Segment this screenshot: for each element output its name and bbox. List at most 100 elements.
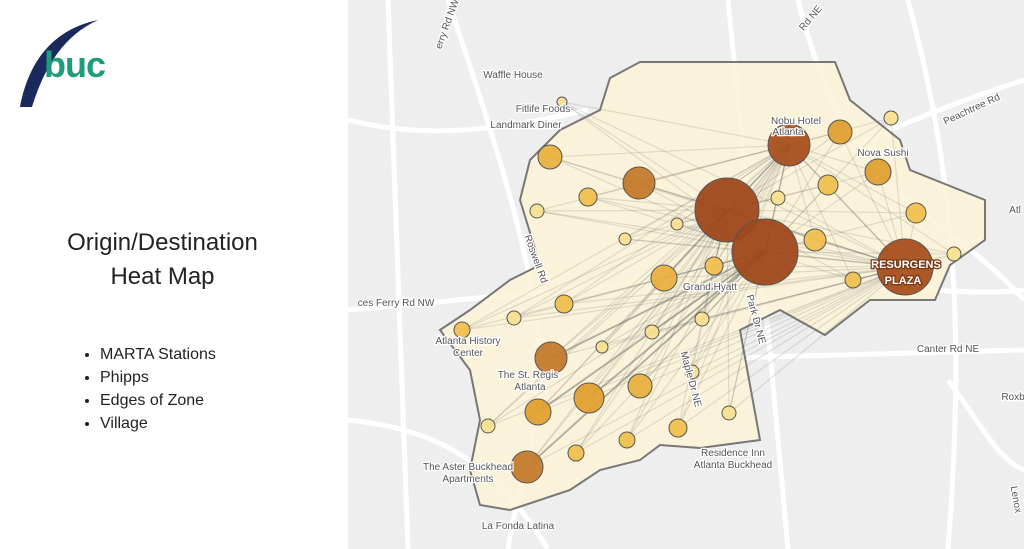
flow-line <box>788 144 854 281</box>
flow-line <box>587 144 790 198</box>
od-bubble <box>618 431 636 449</box>
flow-line <box>487 251 766 427</box>
flow-line <box>575 266 906 454</box>
od-bubble <box>770 190 786 206</box>
flow-line <box>691 266 906 373</box>
flow-line <box>550 209 728 359</box>
map-label: RESURGENS <box>871 259 941 271</box>
bullet: Village <box>100 412 216 435</box>
map-label: Nobu Hotel <box>771 116 821 127</box>
map-label: Residence Inn <box>701 448 765 459</box>
flow-line <box>561 101 728 211</box>
logo: buc <box>44 44 106 85</box>
flow-line <box>513 266 906 319</box>
od-bubble <box>946 246 962 262</box>
map-label: Landmark Diner <box>490 120 562 131</box>
od-bubble <box>883 110 899 126</box>
od-bubble <box>704 256 724 276</box>
od-bubble <box>864 158 892 186</box>
flow-line <box>550 251 766 359</box>
flow-line <box>701 266 906 320</box>
flow-line <box>461 209 728 331</box>
flow-line <box>526 251 766 468</box>
flow-line <box>626 209 728 441</box>
map-label: Canter Rd NE <box>917 344 980 355</box>
od-bubble <box>554 294 574 314</box>
flow-line <box>588 144 790 399</box>
flow-line <box>526 209 728 468</box>
od-bubble <box>537 144 563 170</box>
flow-line <box>626 266 906 441</box>
map-label: Center <box>453 348 484 359</box>
od-bubble <box>844 271 862 289</box>
map: Waffle House Fitlife Foods Landmark Diner N… <box>348 0 1024 549</box>
bullet: MARTA Stations <box>100 343 216 366</box>
flow-line <box>651 266 906 333</box>
flow-line <box>526 251 766 468</box>
od-bubble <box>694 311 710 327</box>
flow-line <box>638 144 790 184</box>
od-bubble <box>595 340 609 354</box>
flow-line <box>537 209 728 413</box>
od-bubble <box>529 203 545 219</box>
od-bubble <box>524 398 552 426</box>
map-label: Apartments <box>442 474 493 485</box>
flow-line <box>549 144 790 158</box>
title: Origin/Destination Heat Map <box>0 226 325 294</box>
flow-line <box>513 144 790 319</box>
map-label: ces Ferry Rd NW <box>358 298 435 309</box>
map-label: The Aster Buckhead <box>423 462 513 473</box>
flow-line <box>536 210 766 253</box>
map-label: PLAZA <box>885 275 922 287</box>
od-bubble <box>668 418 688 438</box>
od-bubble <box>618 232 632 246</box>
flow-line <box>575 251 766 454</box>
od-bubble <box>578 187 598 207</box>
flow-line <box>461 266 906 331</box>
od-bubble <box>905 202 927 224</box>
bubbles <box>453 96 962 484</box>
flow-line <box>728 266 906 414</box>
flow-line <box>487 266 906 427</box>
map-label: Atlanta Buckhead <box>694 460 772 471</box>
flow-line <box>550 144 790 359</box>
map-label: Atl <box>1009 205 1021 216</box>
bullet: Edges of Zone <box>100 389 216 412</box>
od-bubble <box>556 96 568 108</box>
flow-line <box>726 209 730 414</box>
bullet: Phipps <box>100 366 216 389</box>
od-bubble <box>453 321 471 339</box>
od-bubble <box>694 177 760 243</box>
od-bubble <box>803 228 827 252</box>
map-label: Atlanta <box>514 382 546 393</box>
left-panel: buc Origin/Destination Heat Map MARTA St… <box>0 0 348 549</box>
od-bubble <box>876 238 934 296</box>
od-bubble <box>767 123 811 167</box>
od-bubble <box>817 174 839 196</box>
map-label: Atlanta <box>772 127 804 138</box>
title-line: Heat Map <box>110 263 215 290</box>
od-bubble <box>506 310 522 326</box>
flow-line <box>626 251 766 441</box>
od-bubble <box>670 217 684 231</box>
flow-line <box>677 266 906 429</box>
logo-arc <box>20 20 98 107</box>
flow-line <box>588 251 766 399</box>
od-bubble <box>573 382 605 414</box>
flow-line <box>601 144 790 348</box>
title-line: Origin/Destination <box>67 229 258 256</box>
od-bubble <box>534 341 568 375</box>
map-label: Fitlife Foods <box>516 104 570 115</box>
od-bubble <box>827 119 853 145</box>
flow-line <box>526 266 906 468</box>
od-bubble <box>567 444 585 462</box>
od-bubble <box>627 373 653 399</box>
flow-line <box>561 101 790 146</box>
od-bubble <box>721 405 737 421</box>
od-bubble <box>644 324 660 340</box>
map-label: Waffle House <box>483 70 543 81</box>
flow-line <box>487 209 728 427</box>
flow-line <box>639 266 906 387</box>
flow-line <box>626 144 790 441</box>
